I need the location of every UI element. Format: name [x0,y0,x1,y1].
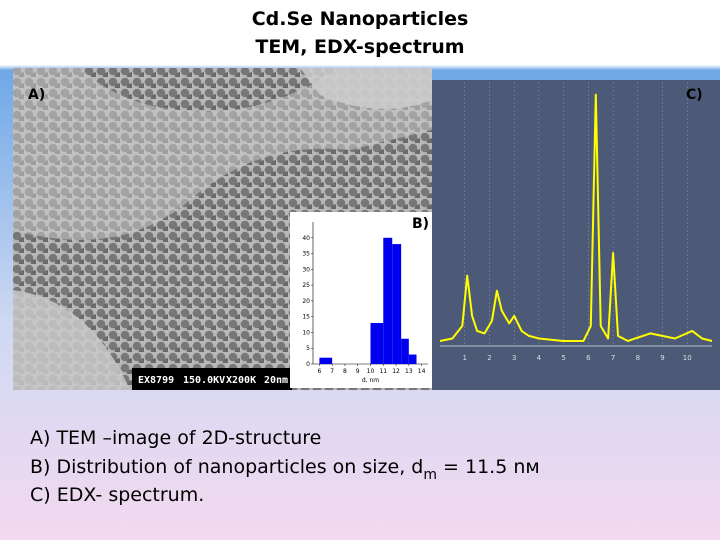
caption: B) Distribution of nanoparticles on size… [30,456,540,483]
y-tick-label: 35 [302,251,310,258]
x-tick-label: 9 [356,368,360,375]
caption: A) TEM –image of 2D-structure [30,427,321,449]
bar [319,357,333,364]
y-tick-label: 30 [302,266,310,273]
x-tick-label: 5 [561,354,565,362]
scale-text: 20nm [264,375,288,386]
x-tick-label: 12 [392,368,400,375]
x-tick-label: 7 [330,368,334,375]
y-tick-label: 5 [306,345,310,352]
scale-text: 150.0KV [183,375,225,386]
histogram: 0 5 10 15 20 25 30 35 40 6 7 8 9 10 11 12 13 14 d, nm [302,222,428,384]
panel-label: C) [686,87,703,103]
spectrum-line [439,93,713,342]
y-tick-label: 10 [302,329,310,336]
panel-label: B) [412,216,429,232]
bar [392,244,402,364]
y-tick-label: 40 [302,235,310,242]
y-tick-label: 0 [306,361,310,368]
x-tick-label: 6 [317,368,321,375]
x-tick-label: 10 [683,354,692,362]
caption-subscript: m [423,467,437,483]
edx-panel [432,80,720,390]
bar [408,354,417,364]
x-tick-label: 7 [611,354,615,362]
scale-text: EX8799 [138,375,174,386]
tem-empty-region [13,68,432,240]
tem-empty-region [13,290,130,390]
x-tick-label: 13 [405,368,413,375]
bar [383,237,393,364]
x-tick-label: 3 [512,354,516,362]
x-tick-label: 8 [343,368,347,375]
x-tick-label: 9 [660,354,664,362]
bar [401,338,409,364]
caption: C) EDX- spectrum. [30,484,204,506]
subtitle: TEM, EDX-spectrum [255,36,464,58]
caption-text: B) Distribution of nanoparticles on size… [30,456,423,478]
y-tick-label: 15 [302,314,310,321]
scale-text: X200K [226,375,256,386]
x-tick-label: 10 [367,368,375,375]
y-tick-label: 20 [302,298,310,305]
x-tick-label: 1 [462,354,466,362]
x-tick-label: 14 [418,368,426,375]
edx-spectrum: 1 2 3 4 5 6 7 8 9 10 [439,82,713,362]
tem-empty-region [300,68,432,109]
x-tick-label: 11 [379,368,387,375]
x-tick-label: 2 [487,354,491,362]
y-tick-label: 25 [302,282,310,289]
bar [370,322,384,364]
title: Cd.Se Nanoparticles [252,8,469,30]
caption-text: = 11.5 nм [437,456,540,478]
panel-label: A) [28,87,45,103]
x-tick-label: 4 [537,354,542,362]
x-tick-label: 8 [636,354,640,362]
scale-bar-box [132,368,292,390]
x-axis-label: d, nm [362,377,379,384]
x-tick-label: 6 [586,354,591,362]
